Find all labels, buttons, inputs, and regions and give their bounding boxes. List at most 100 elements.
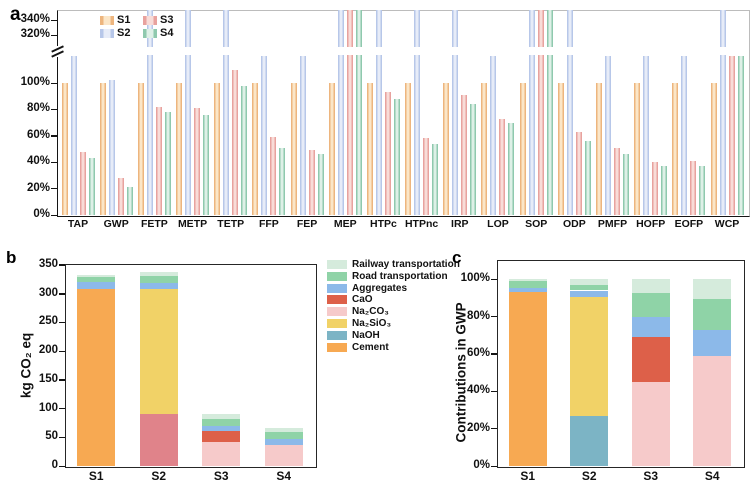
bar-FEP-S3 <box>308 150 315 215</box>
bar-TETP-S3 <box>232 69 239 215</box>
bar-TAP-S1 <box>61 83 68 215</box>
material-label-5: Na₂CO₃ <box>352 306 389 318</box>
x-label-METP: METP <box>177 218 208 230</box>
x-label-S2: S2 <box>581 469 597 483</box>
material-swatch-2 <box>327 271 347 281</box>
y-tick-label-40: 40% <box>26 155 50 168</box>
bar-GWP-S2 <box>108 80 115 215</box>
axis-break-band <box>59 47 747 55</box>
y-tick-label-300: 300 <box>38 286 58 299</box>
bar-ODP-S3 <box>575 131 582 215</box>
bar-EOFP-S3 <box>690 160 697 215</box>
x-label-ODP: ODP <box>562 218 586 230</box>
material-label-6: Na₂SiO₃ <box>352 318 392 329</box>
y-tick-mark-20 <box>51 188 57 190</box>
segment-S4-Na₂CO₃ <box>693 355 732 466</box>
segment-S3-Railway transportation <box>631 279 670 294</box>
bar-PMFP-S4 <box>623 154 630 215</box>
material-swatch-3 <box>327 283 347 293</box>
bar-LOP-S1 <box>481 83 488 215</box>
x-label-GWP: GWP <box>103 218 129 230</box>
segment-S1-Road transportation <box>77 277 116 283</box>
y-tick-label-20: 20% <box>26 181 50 194</box>
y-tick-mark-20 <box>491 428 497 430</box>
material-label-7: NaOH <box>352 329 380 341</box>
legend-swatch-S2 <box>100 29 114 38</box>
bar-EOFP-S4 <box>699 166 706 215</box>
bar-HTPc-S3 <box>384 92 391 215</box>
material-label-3: Aggregates <box>352 282 408 294</box>
y-tick-label-200: 200 <box>38 344 58 357</box>
x-label-HOFP: HOFP <box>636 218 666 230</box>
bar-EOFP-S1 <box>672 83 679 215</box>
bar-SOP-S3 <box>537 10 544 215</box>
x-label-FFP: FFP <box>258 218 279 230</box>
segment-S4-Road transportation <box>264 431 303 439</box>
bar-ODP-S2 <box>566 10 573 215</box>
segment-S3-Na₂CO₃ <box>202 442 241 466</box>
bar-FETP-S4 <box>164 112 171 215</box>
x-label-HTPnc: HTPnc <box>404 218 439 230</box>
material-swatch-5 <box>327 307 347 317</box>
x-label-SOP: SOP <box>525 218 548 230</box>
bar-LOP-S4 <box>508 122 515 215</box>
material-swatch-8 <box>327 342 347 352</box>
bar-METP-S1 <box>176 83 183 215</box>
segment-S3-Road transportation <box>631 293 670 317</box>
bar-GWP-S1 <box>99 83 106 215</box>
y-tick-label-340: 340% <box>20 13 50 25</box>
bar-ODP-S4 <box>584 141 591 215</box>
y-tick-mark-0 <box>491 465 497 467</box>
bar-FFP-S2 <box>261 56 268 215</box>
material-swatch-1 <box>327 260 347 269</box>
segment-S2-NaOH <box>139 413 178 466</box>
y-tick-label-50: 50 <box>45 430 58 443</box>
segment-S3-Aggregates <box>202 425 241 431</box>
bar-LOP-S2 <box>490 56 497 215</box>
segment-S1-Road transportation <box>508 281 547 288</box>
segment-S2-Na₂SiO₃ <box>139 289 178 414</box>
y-tick-label-250: 250 <box>38 315 58 328</box>
bar-TAP-S3 <box>79 151 86 215</box>
bar-HTPc-S1 <box>366 83 373 215</box>
segment-S4-Railway transportation <box>264 428 303 432</box>
segment-S3-Road transportation <box>202 418 241 426</box>
segment-S1-Railway transportation <box>508 279 547 282</box>
x-label-S3: S3 <box>213 469 229 483</box>
segment-S2-NaOH <box>570 415 609 466</box>
bar-FETP-S1 <box>137 83 144 215</box>
panel-b-plot-frame <box>65 264 317 468</box>
y-tick-mark-40 <box>491 390 497 393</box>
panel-c-plot-frame <box>497 260 745 468</box>
segment-S1-Aggregates <box>77 282 116 290</box>
bar-HOFP-S1 <box>634 83 641 215</box>
bar-WCP-S2 <box>719 10 726 215</box>
bar-FFP-S1 <box>252 83 259 215</box>
segment-S2-Road transportation <box>570 284 609 291</box>
y-tick-label-100: 100% <box>20 76 50 88</box>
bar-FETP-S2 <box>146 10 153 215</box>
segment-S2-Na₂SiO₃ <box>570 297 609 416</box>
segment-S2-Aggregates <box>139 283 178 290</box>
panel-a-label: a <box>10 4 21 25</box>
bar-SOP-S4 <box>546 10 553 215</box>
y-tick-label-100: 100 <box>38 401 58 414</box>
bar-METP-S4 <box>203 114 210 215</box>
bar-HTPnc-S3 <box>423 138 430 215</box>
y-tick-label-0: 0 <box>51 459 58 471</box>
segment-S2-Aggregates <box>570 290 609 298</box>
x-label-MEP: MEP <box>333 218 357 230</box>
bar-TAP-S2 <box>70 56 77 215</box>
bar-HTPnc-S4 <box>432 143 439 215</box>
bar-HOFP-S4 <box>661 166 668 215</box>
y-tick-label-60: 60% <box>26 128 50 141</box>
y-tick-mark-350 <box>59 264 65 266</box>
x-label-S4: S4 <box>276 469 292 483</box>
panel-c-label: c <box>452 248 462 267</box>
segment-S3-Na₂CO₃ <box>631 381 670 466</box>
y-tick-mark-80 <box>491 316 497 318</box>
segment-S1-Cement <box>508 292 547 466</box>
bar-METP-S3 <box>194 108 201 215</box>
segment-S4-Railway transportation <box>693 279 732 299</box>
